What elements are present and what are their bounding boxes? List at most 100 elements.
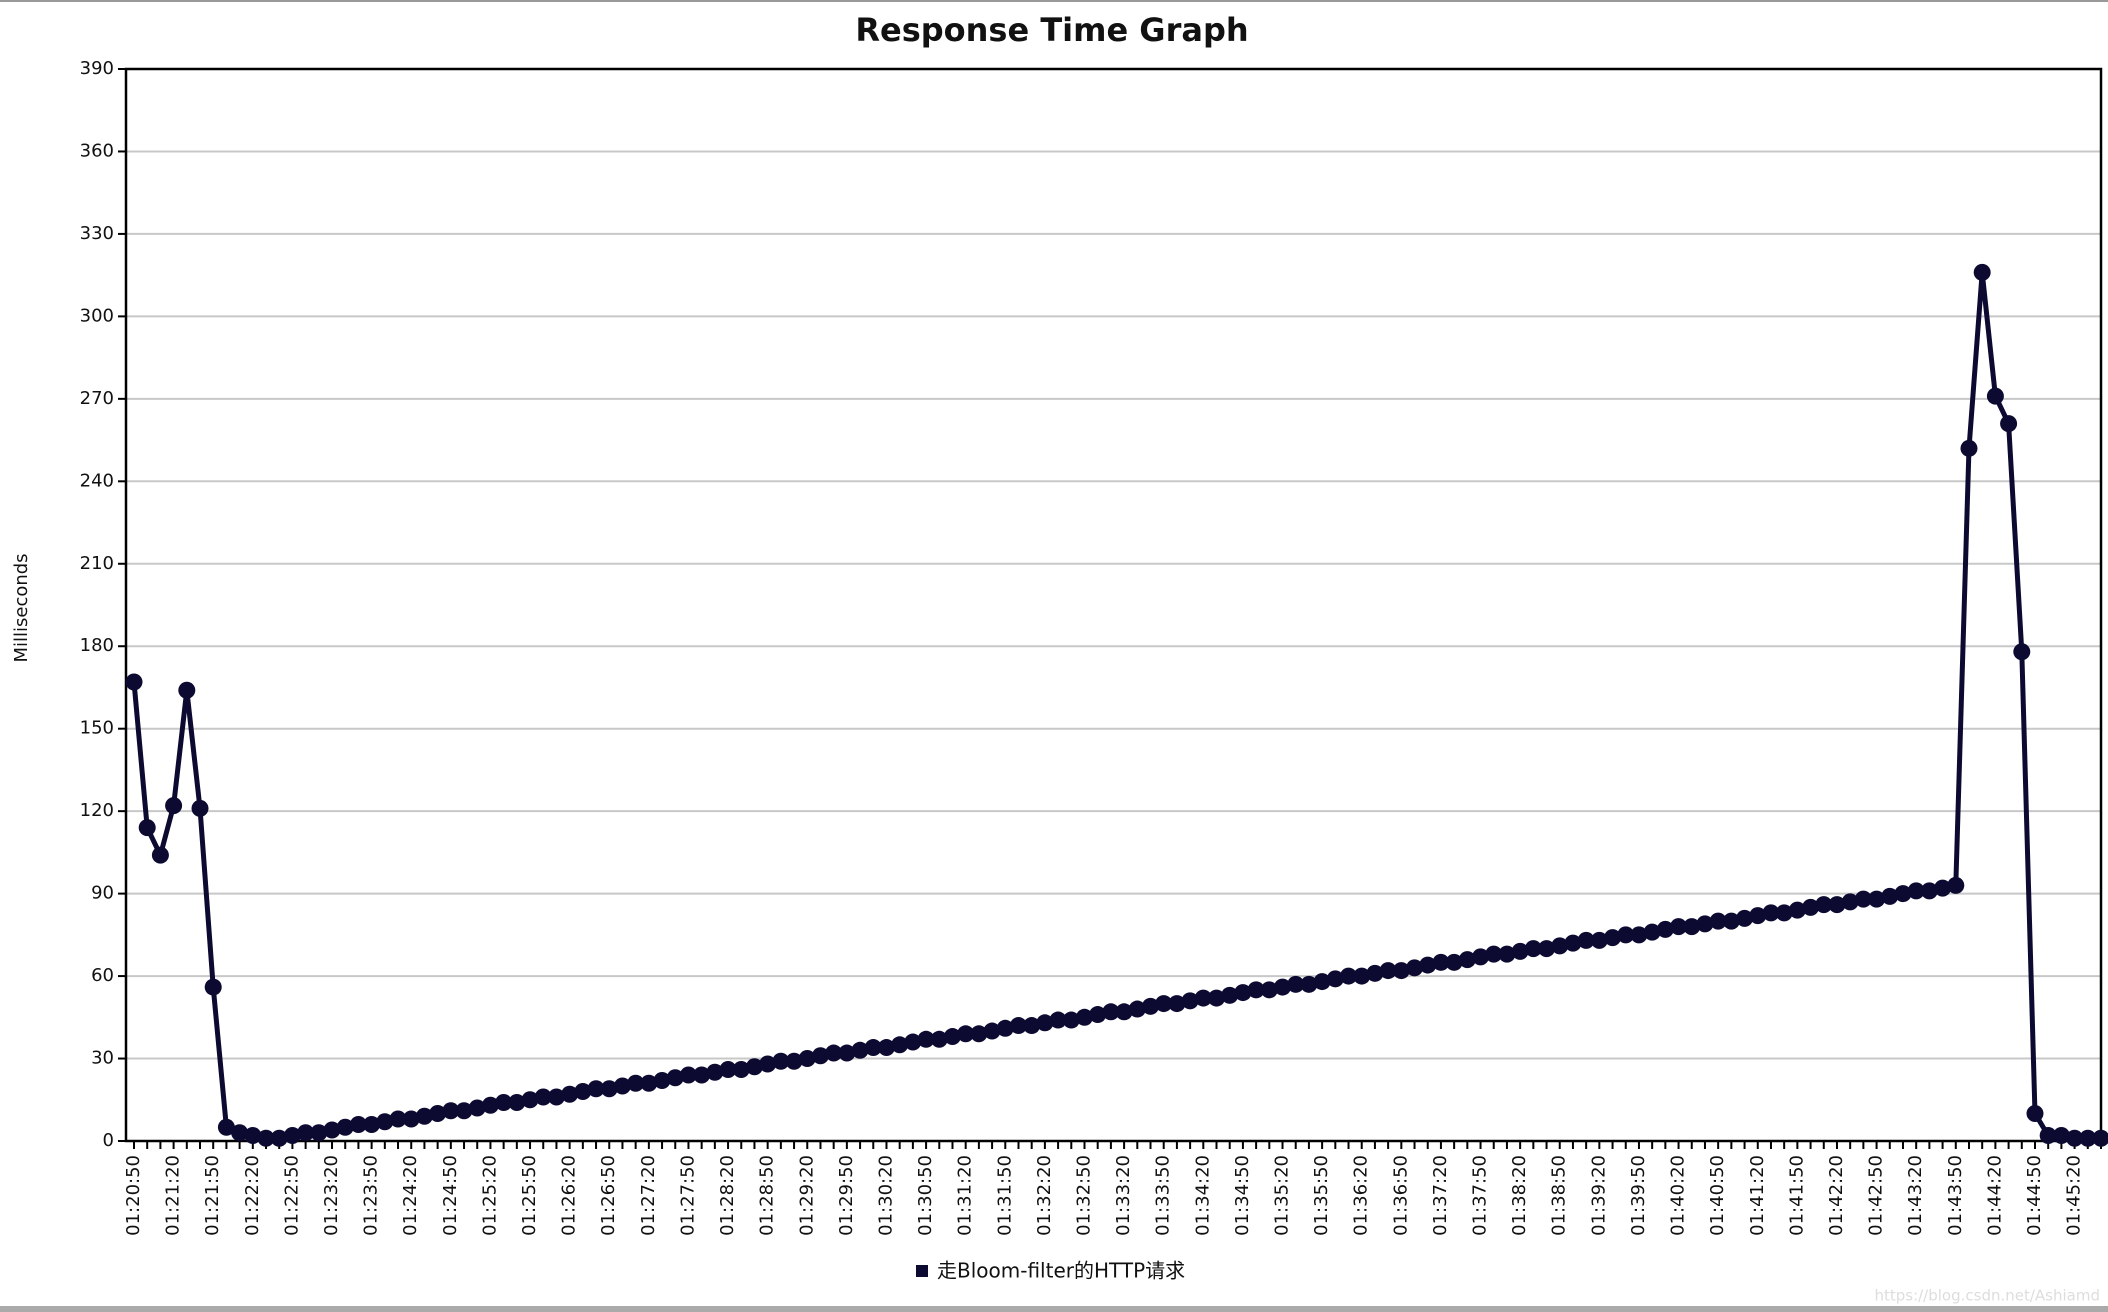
point <box>1696 915 1714 933</box>
point <box>653 1072 671 1090</box>
point <box>125 673 143 691</box>
x-tick-label: 01:39:50 <box>1628 1155 1649 1236</box>
point <box>1683 918 1701 936</box>
point <box>178 681 196 699</box>
point <box>1841 893 1859 911</box>
point <box>970 1025 988 1043</box>
x-tick-label: 01:22:50 <box>281 1155 302 1236</box>
point <box>1313 973 1331 991</box>
point <box>1828 896 1846 914</box>
point <box>1300 975 1318 993</box>
point <box>1419 956 1437 974</box>
point <box>1142 997 1160 1015</box>
point <box>2039 1127 2057 1145</box>
point <box>1075 1008 1093 1026</box>
point <box>2079 1129 2097 1147</box>
x-tick-label: 01:27:20 <box>638 1155 659 1236</box>
x-tick-label: 01:26:20 <box>559 1155 580 1236</box>
point <box>1881 887 1899 905</box>
point <box>930 1030 948 1048</box>
x-tick-label: 01:25:20 <box>479 1155 500 1236</box>
x-tick-label: 01:35:50 <box>1311 1155 1332 1236</box>
point <box>1551 937 1569 955</box>
point <box>1247 981 1265 999</box>
point <box>1815 896 1833 914</box>
y-tick-label: 0 <box>103 1130 114 1151</box>
point <box>693 1066 711 1084</box>
x-tick-label: 01:44:50 <box>2024 1155 2045 1236</box>
point <box>2092 1129 2108 1147</box>
point <box>785 1052 803 1070</box>
point <box>204 978 222 996</box>
point <box>310 1124 328 1142</box>
point <box>1115 1003 1133 1021</box>
point <box>1274 978 1292 996</box>
point <box>257 1129 275 1147</box>
point <box>983 1022 1001 1040</box>
point <box>1326 970 1344 988</box>
point <box>996 1019 1014 1037</box>
point <box>587 1080 605 1098</box>
x-tick-label: 01:23:50 <box>361 1155 382 1236</box>
point <box>759 1055 777 1073</box>
point <box>1973 263 1991 281</box>
point <box>283 1127 301 1145</box>
x-tick-label: 01:21:20 <box>163 1155 184 1236</box>
point <box>613 1077 631 1095</box>
point <box>217 1118 235 1136</box>
x-tick-label: 01:25:50 <box>519 1155 540 1236</box>
point <box>1577 931 1595 949</box>
point <box>1656 920 1674 938</box>
bottom-border <box>0 1306 2108 1312</box>
x-tick-label: 01:36:20 <box>1351 1155 1372 1236</box>
point <box>1181 992 1199 1010</box>
point <box>1287 975 1305 993</box>
point <box>1155 995 1173 1013</box>
point <box>1049 1011 1067 1029</box>
point <box>1485 945 1503 963</box>
x-tick-label: 01:24:50 <box>440 1155 461 1236</box>
point <box>811 1047 829 1065</box>
point <box>745 1058 763 1076</box>
x-tick-label: 01:38:20 <box>1509 1155 1530 1236</box>
point <box>547 1088 565 1106</box>
point <box>1353 967 1371 985</box>
point <box>561 1085 579 1103</box>
point <box>349 1116 367 1134</box>
x-tick-label: 01:20:50 <box>123 1155 144 1236</box>
point <box>1009 1017 1027 1035</box>
point <box>1907 882 1925 900</box>
point <box>1709 912 1727 930</box>
y-tick-label: 390 <box>80 58 114 79</box>
x-tick-label: 01:42:20 <box>1826 1155 1847 1236</box>
point <box>402 1110 420 1128</box>
x-tick-label: 01:26:50 <box>598 1155 619 1236</box>
point <box>1947 876 1965 894</box>
point <box>1894 885 1912 903</box>
point <box>1458 951 1476 969</box>
point <box>904 1033 922 1051</box>
point <box>1604 929 1622 947</box>
x-tick-label: 01:29:20 <box>796 1155 817 1236</box>
point <box>574 1083 592 1101</box>
point <box>508 1094 526 1112</box>
point <box>1722 912 1740 930</box>
x-tick-label: 01:44:20 <box>1984 1155 2005 1236</box>
point <box>376 1113 394 1131</box>
point <box>244 1127 262 1145</box>
point <box>1538 940 1556 958</box>
y-tick-label: 270 <box>80 388 114 409</box>
point <box>1670 918 1688 936</box>
point <box>138 819 156 837</box>
point <box>838 1044 856 1062</box>
point <box>534 1088 552 1106</box>
x-tick-label: 01:33:50 <box>1153 1155 1174 1236</box>
point <box>495 1094 513 1112</box>
point <box>864 1039 882 1057</box>
point <box>1128 1000 1146 1018</box>
point <box>191 799 209 817</box>
x-tick-label: 01:41:20 <box>1747 1155 1768 1236</box>
point <box>1920 882 1938 900</box>
point <box>151 846 169 864</box>
point <box>706 1063 724 1081</box>
